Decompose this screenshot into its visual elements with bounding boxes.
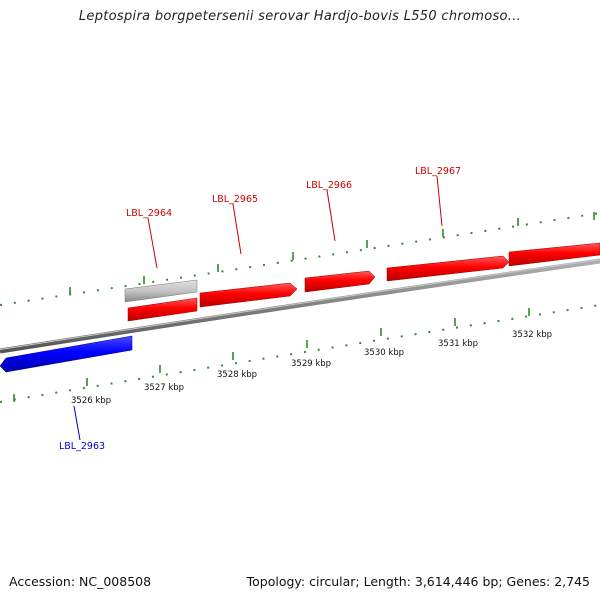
- kbp-label: 3527 kbp: [144, 383, 184, 393]
- gene-lbl-2964[interactable]: [127, 297, 198, 322]
- outer-major-ticks: [69, 212, 595, 294]
- gene-label-lbl-2964: LBL_2964: [126, 208, 172, 219]
- kbp-label: 3526 kbp: [71, 396, 111, 406]
- outer-tick-ring: [0, 212, 600, 306]
- label-leaders: [73, 175, 443, 441]
- kbp-label: 3531 kbp: [438, 339, 478, 349]
- gene-label-lbl-2963: LBL_2963: [59, 441, 105, 452]
- kbp-label: 3528 kbp: [217, 370, 257, 380]
- topology-summary: Topology: circular; Length: 3,614,446 bp…: [246, 574, 590, 589]
- kbp-label: 3532 kbp: [512, 330, 552, 340]
- inner-major-ticks: [13, 308, 530, 402]
- map-title: Leptospira borgpetersenii serovar Hardjo…: [78, 9, 522, 24]
- kbp-label: 3530 kbp: [364, 348, 404, 358]
- gene-lbl-2963[interactable]: [0, 335, 133, 373]
- gene-lbl-2966[interactable]: [304, 270, 376, 293]
- gene-next[interactable]: [508, 242, 600, 267]
- genome-backbone: [0, 258, 600, 354]
- gene-label-lbl-2967: LBL_2967: [415, 166, 461, 177]
- gene-label-lbl-2965: LBL_2965: [212, 194, 258, 205]
- inner-tick-ring: [0, 304, 600, 403]
- kbp-label: 3529 kbp: [291, 359, 331, 369]
- gene-lbl-2967[interactable]: [386, 255, 510, 282]
- accession-text: Accession: NC_008508: [9, 574, 152, 589]
- gene-lbl-2965[interactable]: [199, 282, 298, 308]
- gene-label-lbl-2966: LBL_2966: [306, 180, 352, 191]
- kbp-labels: 3526 kbp 3527 kbp 3528 kbp 3529 kbp 3530…: [71, 330, 552, 406]
- gray-feature: [124, 279, 198, 303]
